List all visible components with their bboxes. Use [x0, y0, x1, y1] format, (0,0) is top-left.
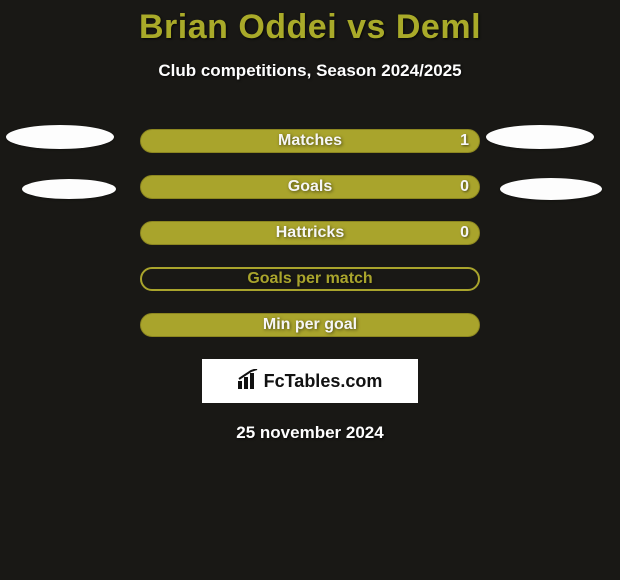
stat-value: 1	[460, 132, 469, 150]
stat-row-goals: Goals 0	[140, 175, 480, 199]
chart-icon	[238, 369, 260, 394]
stat-label: Matches	[141, 132, 479, 150]
logo-box: FcTables.com	[202, 359, 418, 403]
stat-row-hattricks: Hattricks 0	[140, 221, 480, 245]
stats-rows: Matches 1 Goals 0 Hattricks 0 Goals per …	[0, 129, 620, 337]
footer-date: 25 november 2024	[0, 423, 620, 443]
player-photo-placeholder-left-2	[22, 179, 116, 199]
stat-label: Min per goal	[141, 316, 479, 334]
stat-row-matches: Matches 1	[140, 129, 480, 153]
player-photo-placeholder-left-1	[6, 125, 114, 149]
player-photo-placeholder-right-1	[486, 125, 594, 149]
stat-row-goals-per-match: Goals per match	[140, 267, 480, 291]
stat-value: 0	[460, 178, 469, 196]
stat-label: Hattricks	[141, 224, 479, 242]
player-photo-placeholder-right-2	[500, 178, 602, 200]
stat-label: Goals	[141, 178, 479, 196]
stat-value: 0	[460, 224, 469, 242]
stat-row-min-per-goal: Min per goal	[140, 313, 480, 337]
stat-label: Goals per match	[142, 270, 478, 288]
logo-text: FcTables.com	[264, 371, 383, 392]
page-subtitle: Club competitions, Season 2024/2025	[0, 61, 620, 81]
comparison-card: Brian Oddei vs Deml Club competitions, S…	[0, 0, 620, 443]
page-title: Brian Oddei vs Deml	[0, 8, 620, 47]
